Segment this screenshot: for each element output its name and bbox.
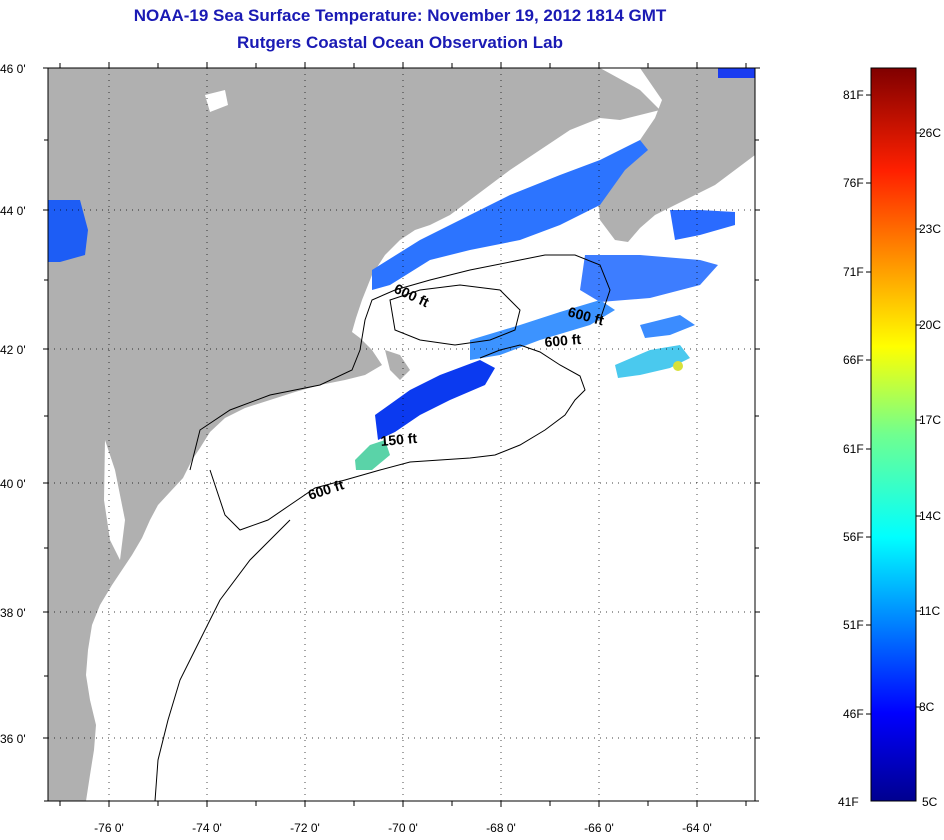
lat-tick-labels: 46 0' 44 0' 42 0' 40 0' 38 0' 36 0' [0, 62, 26, 746]
colorbar-label-f: 46F [843, 707, 864, 721]
lon-tick-label: -68 0' [486, 821, 516, 835]
sst-patch [615, 345, 690, 378]
colorbar-label-c: 23C [919, 222, 941, 236]
colorbar-label-f: 41F [838, 795, 859, 809]
sst-warm-spot [673, 361, 683, 371]
sst-patch [640, 315, 695, 338]
lat-tick-label: 36 0' [0, 732, 26, 746]
contour-label: 600 ft [544, 331, 582, 350]
lat-tick-label: 38 0' [0, 606, 26, 620]
colorbar-label-c: 5C [922, 795, 938, 809]
contour-offshore [154, 519, 291, 801]
colorbar-celsius-labels: 26C 23C 20C 17C 14C 11C 8C 5C [919, 126, 941, 809]
colorbar-label-f: 76F [843, 176, 864, 190]
sst-patch [355, 440, 390, 470]
lon-tick-label: -76 0' [94, 821, 124, 835]
colorbar-label-c: 17C [919, 413, 941, 427]
colorbar-fahrenheit-labels: 81F 76F 71F 66F 61F 56F 51F 46F 41F [838, 88, 864, 809]
sst-patch [372, 140, 648, 290]
land-us [48, 68, 660, 801]
map-title: NOAA-19 Sea Surface Temperature: Novembe… [133, 6, 667, 25]
colorbar-label-f: 81F [843, 88, 864, 102]
lon-tick-label: -72 0' [290, 821, 320, 835]
lon-tick-labels: -76 0' -74 0' -72 0' -70 0' -68 0' -66 0… [94, 821, 712, 835]
lat-tick-label: 42 0' [0, 343, 26, 357]
lat-tick-label: 40 0' [0, 477, 26, 491]
sst-patch [48, 200, 88, 262]
sst-patch [670, 210, 735, 240]
contour-label: 150 ft [380, 430, 418, 449]
colorbar-ticks [866, 94, 921, 715]
colorbar-label-c: 11C [919, 604, 940, 618]
colorbar-label-c: 8C [919, 700, 935, 714]
lon-tick-label: -66 0' [584, 821, 614, 835]
colorbar-label-c: 20C [919, 318, 941, 332]
map-subtitle: Rutgers Coastal Ocean Observation Lab [237, 33, 563, 52]
sst-patch [580, 255, 718, 302]
lat-tick-label: 44 0' [0, 204, 26, 218]
land-cape-cod [385, 350, 410, 380]
map-gridlines [48, 68, 755, 801]
lon-tick-label: -70 0' [388, 821, 418, 835]
lat-tick-label: 46 0' [0, 62, 26, 76]
colorbar-label-c: 14C [919, 509, 941, 523]
lake [205, 90, 228, 112]
colorbar-label-c: 26C [919, 126, 941, 140]
map-frame [47, 67, 756, 802]
sst-patch [718, 68, 755, 78]
colorbar-label-f: 61F [843, 442, 864, 456]
sst-patch [470, 300, 615, 360]
map-tick-marks [43, 62, 760, 807]
contour-600ft [209, 344, 586, 531]
contour-150ft [189, 254, 611, 471]
colorbar-label-f: 56F [843, 530, 864, 544]
colorbar [870, 67, 917, 802]
land-canada [598, 68, 755, 242]
colorbar-label-f: 51F [843, 618, 864, 632]
colorbar-label-f: 71F [843, 265, 864, 279]
lon-tick-label: -74 0' [192, 821, 222, 835]
sst-patch [375, 360, 495, 440]
lon-tick-label: -64 0' [682, 821, 712, 835]
contour-gulf-maine [389, 284, 521, 346]
colorbar-label-f: 66F [843, 353, 864, 367]
